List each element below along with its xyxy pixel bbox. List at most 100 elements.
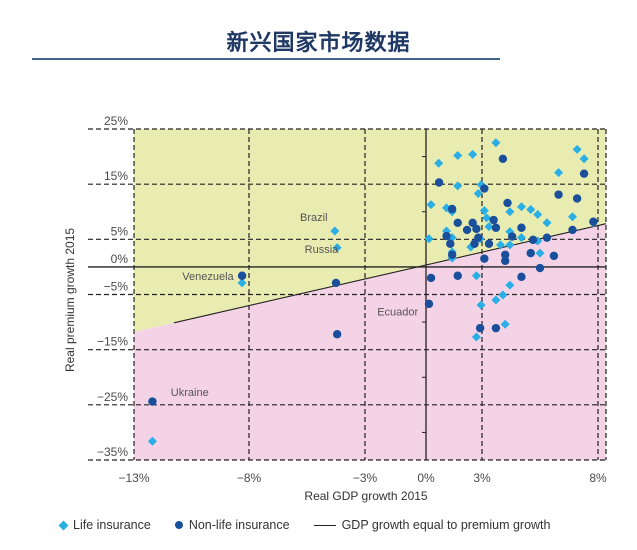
- life-insurance-point: [505, 280, 515, 290]
- legend-item-life: Life insurance: [58, 518, 151, 532]
- non-life-insurance-point: [528, 235, 538, 245]
- life-insurance-point: [572, 144, 582, 154]
- life-insurance-point: [332, 243, 342, 253]
- life-insurance-point: [533, 210, 543, 220]
- life-insurance-point: [516, 202, 526, 212]
- circle-marker-icon: [174, 521, 183, 529]
- region-below-line: [134, 223, 606, 460]
- non-life-insurance-point: [549, 251, 559, 261]
- non-life-insurance-point: [148, 397, 157, 406]
- x-tick-label: 3%: [473, 471, 491, 485]
- x-tick-label: −13%: [118, 471, 149, 485]
- non-life-insurance-point: [468, 218, 477, 227]
- non-life-insurance-point: [470, 239, 479, 248]
- non-life-insurance-point: [491, 323, 501, 333]
- life-insurance-point: [535, 248, 545, 258]
- non-life-insurance-point: [447, 250, 457, 259]
- non-life-insurance-point: [535, 263, 545, 273]
- non-life-insurance-point: [472, 224, 481, 234]
- non-life-insurance-point: [474, 233, 483, 242]
- non-life-insurance-point: [332, 330, 342, 339]
- country-label: Russia: [305, 244, 340, 256]
- country-annotations: Brazil Russia Venezuela Ecuador Ukraine: [171, 212, 419, 399]
- life-insurance-point: [498, 290, 508, 300]
- life-insurance-point: [505, 227, 515, 237]
- line-marker-icon: [313, 524, 336, 526]
- life-insurance-point: [505, 207, 515, 217]
- non-life-insurance-point: [480, 184, 489, 193]
- non-life-insurance-point: [475, 323, 485, 333]
- legend-label-line: GDP growth equal to premium growth: [341, 518, 551, 532]
- non-life-insurance-point: [462, 225, 472, 235]
- country-label: Brazil: [300, 212, 328, 224]
- non-life-insurance-point: [453, 271, 462, 280]
- life-insurance-point: [505, 240, 515, 250]
- legend: Life insurance Non-life insurance GDP gr…: [58, 518, 574, 532]
- life-insurance-point: [542, 218, 552, 228]
- non-life-insurance-point: [503, 198, 512, 208]
- non-life-insurance-point: [424, 299, 434, 309]
- x-tick-label: 0%: [417, 471, 435, 485]
- life-insurance-point: [496, 240, 506, 250]
- region-above-line: [134, 129, 606, 333]
- y-axis-title: Real premium growth 2015: [63, 228, 77, 372]
- x-tick-label: −3%: [353, 471, 378, 485]
- life-insurance-point: [491, 138, 501, 148]
- legend-label-nonlife: Non-life insurance: [188, 518, 290, 532]
- y-tick-label: 25%: [104, 114, 128, 128]
- non-life-insurance-point: [426, 273, 436, 283]
- non-life-insurance-point: [442, 231, 451, 241]
- non-life-insurance-point: [489, 215, 498, 225]
- y-tick-label: 5%: [111, 224, 129, 238]
- non-life-insurance-point: [480, 254, 489, 263]
- non-life-insurance-point: [572, 194, 582, 203]
- life-insurance-point: [491, 295, 501, 305]
- non-life-insurance-point: [507, 232, 517, 241]
- life-insurance-point: [484, 222, 494, 232]
- life-insurance-point: [468, 149, 478, 159]
- non-life-insurance-point: [331, 278, 341, 288]
- life-insurance-point: [330, 226, 340, 236]
- non-life-insurance-point: [526, 248, 535, 258]
- non-life-insurance-point: [237, 271, 247, 280]
- legend-item-line: GDP growth equal to premium growth: [313, 518, 551, 532]
- plot-regions: [134, 129, 606, 460]
- life-insurance-point: [147, 436, 157, 446]
- life-insurance-point: [453, 150, 463, 160]
- non-life-insurance-point: [517, 272, 526, 282]
- non-life-insurance-point: [446, 239, 455, 248]
- non-life-insurance-point: [434, 178, 444, 187]
- x-axis-title: Real GDP growth 2015: [304, 489, 428, 503]
- gridlines: [88, 128, 607, 461]
- life-insurance-point: [526, 205, 536, 215]
- y-tick-label: 15%: [104, 169, 128, 183]
- non-life-insurance-point: [498, 154, 508, 163]
- country-label: Venezuela: [182, 271, 234, 283]
- life-insurance-point: [471, 332, 481, 342]
- life-insurance-point: [426, 200, 436, 210]
- non-life-insurance-point: [554, 190, 563, 199]
- non-life-insurance-point: [579, 169, 589, 178]
- non-life-insurance-point: [517, 223, 526, 232]
- non-life-insurance-point: [542, 233, 552, 242]
- title-underline: [32, 58, 500, 60]
- life-insurance-point: [453, 181, 463, 191]
- life-insurance-point: [473, 189, 483, 199]
- non-life-insurance-point: [447, 204, 457, 214]
- life-insurance-point: [424, 234, 434, 244]
- data-points: [147, 138, 598, 446]
- y-tick-label: 0%: [111, 252, 129, 266]
- y-tick-label: −5%: [104, 280, 129, 294]
- non-life-insurance-point: [484, 239, 494, 248]
- non-life-insurance-point: [568, 225, 577, 235]
- legend-item-nonlife: Non-life insurance: [174, 518, 290, 532]
- non-life-insurance-point: [501, 250, 510, 259]
- non-life-insurance-point: [491, 223, 501, 232]
- y-tick-label: −25%: [97, 390, 128, 404]
- x-tick-label: −8%: [237, 471, 262, 485]
- country-label: Ecuador: [377, 306, 418, 318]
- life-insurance-point: [476, 300, 486, 310]
- diamond-marker-icon: [58, 520, 69, 530]
- non-life-insurance-point: [589, 217, 598, 226]
